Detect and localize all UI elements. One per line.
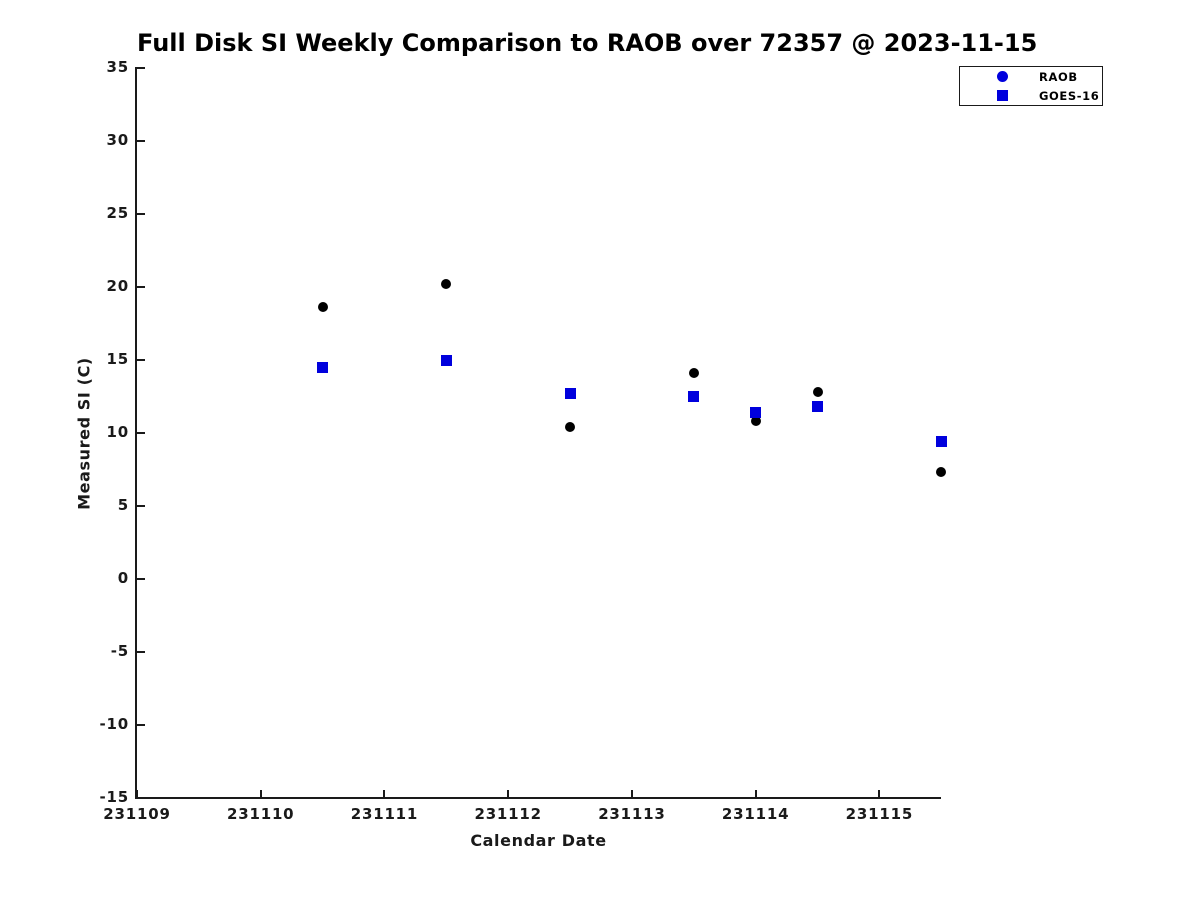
data-point-goes-16 bbox=[812, 401, 823, 413]
data-point-raob bbox=[565, 422, 576, 433]
x-tick-label: 231111 bbox=[350, 805, 419, 823]
y-tick-label: 0 bbox=[117, 569, 129, 587]
legend-label-raob: RAOB bbox=[1039, 69, 1078, 84]
data-point-goes-16 bbox=[317, 361, 329, 373]
y-tick-label: 15 bbox=[106, 350, 129, 368]
y-tick-label: 20 bbox=[106, 277, 129, 295]
raob-legend-marker-icon bbox=[997, 71, 1008, 82]
y-tick-label: 25 bbox=[106, 204, 129, 222]
y-tick bbox=[137, 140, 145, 142]
y-tick bbox=[137, 724, 145, 726]
data-point-goes-16 bbox=[750, 407, 762, 419]
legend: RAOB GOES-16 bbox=[959, 66, 1103, 106]
data-point-goes-16 bbox=[564, 388, 576, 400]
x-tick-label: 231109 bbox=[103, 805, 171, 823]
x-axis-spine bbox=[135, 797, 941, 799]
y-tick-label: 10 bbox=[106, 423, 129, 441]
y-tick bbox=[137, 213, 145, 215]
x-axis-label: Calendar Date bbox=[470, 831, 607, 850]
data-point-raob bbox=[441, 279, 452, 290]
x-tick bbox=[878, 790, 881, 798]
y-tick-label: -15 bbox=[99, 788, 129, 806]
data-point-raob bbox=[317, 302, 328, 313]
goes16-legend-marker-icon bbox=[997, 90, 1008, 101]
y-tick bbox=[137, 651, 145, 653]
x-tick-label: 231110 bbox=[227, 805, 295, 823]
legend-item-goes16: GOES-16 bbox=[960, 86, 1102, 105]
data-point-goes-16 bbox=[440, 354, 452, 366]
y-tick-label: -10 bbox=[99, 715, 129, 733]
x-tick-label: 231113 bbox=[598, 805, 666, 823]
y-tick bbox=[137, 797, 145, 799]
data-point-goes-16 bbox=[688, 391, 700, 402]
y-axis-spine bbox=[135, 67, 137, 799]
y-tick bbox=[137, 505, 145, 507]
y-tick bbox=[137, 432, 145, 434]
data-point-raob bbox=[688, 368, 699, 379]
x-tick-label: 231115 bbox=[845, 805, 914, 823]
x-tick bbox=[754, 790, 757, 798]
y-tick-label: 5 bbox=[117, 496, 129, 514]
x-tick bbox=[507, 790, 510, 798]
x-tick-label: 231112 bbox=[474, 805, 542, 823]
x-tick bbox=[383, 790, 386, 798]
data-point-goes-16 bbox=[935, 436, 947, 448]
data-point-raob bbox=[936, 467, 947, 478]
y-tick-label: 35 bbox=[106, 58, 129, 76]
data-point-raob bbox=[750, 416, 761, 427]
x-tick bbox=[259, 790, 262, 798]
y-tick bbox=[137, 578, 145, 580]
y-tick-label: -5 bbox=[110, 642, 129, 660]
legend-label-goes16: GOES-16 bbox=[1039, 88, 1100, 103]
y-tick bbox=[137, 359, 145, 361]
y-tick bbox=[137, 286, 145, 288]
x-tick bbox=[630, 790, 633, 798]
y-tick bbox=[137, 67, 145, 69]
data-point-raob bbox=[812, 387, 823, 398]
x-tick bbox=[136, 790, 138, 798]
legend-item-raob: RAOB bbox=[960, 67, 1102, 86]
chart-title: Full Disk SI Weekly Comparison to RAOB o… bbox=[137, 29, 1038, 57]
x-tick-label: 231114 bbox=[721, 805, 790, 823]
y-tick-label: 30 bbox=[106, 131, 129, 149]
